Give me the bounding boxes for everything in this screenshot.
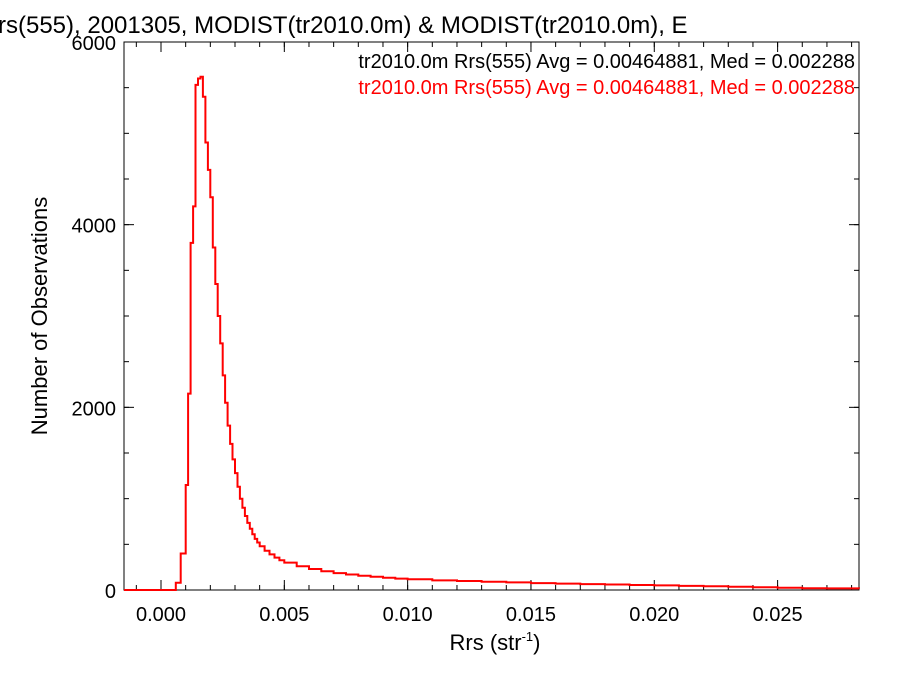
x-tick-label: 0.005 — [259, 604, 309, 626]
histogram-series-line — [124, 75, 860, 591]
chart-title: rs(555), 2001305, MODIST(tr2010.0m) & MO… — [0, 12, 688, 39]
y-tick-label: 0 — [105, 581, 116, 603]
y-tick-label: 2000 — [72, 398, 117, 420]
x-tick-label: 0.020 — [629, 604, 679, 626]
plot-frame — [123, 41, 860, 591]
x-tick-label: 0.010 — [383, 604, 433, 626]
y-tick-label: 6000 — [72, 33, 117, 55]
x-axis-label-close: ) — [533, 630, 540, 655]
y-axis-label: Number of Observations — [27, 197, 52, 435]
x-axis-label-main: Rrs (str — [450, 630, 522, 655]
axis-ticks — [124, 41, 859, 591]
x-tick-label: 0.015 — [506, 604, 556, 626]
legend-entry-red: tr2010.0m Rrs(555) Avg = 0.00464881, Med… — [358, 77, 855, 99]
x-tick-labels: 0.000 0.005 0.010 0.015 0.020 0.025 — [136, 604, 803, 626]
y-tick-labels: 0 2000 4000 6000 — [72, 33, 117, 603]
x-axis-label: Rrs (str-1) — [450, 629, 541, 655]
legend-entry-black: tr2010.0m Rrs(555) Avg = 0.00464881, Med… — [358, 51, 855, 73]
x-tick-label: 0.025 — [753, 604, 803, 626]
x-axis-label-superscript: -1 — [522, 629, 534, 644]
x-tick-label: 0.000 — [136, 604, 186, 626]
y-tick-label: 4000 — [72, 216, 117, 238]
